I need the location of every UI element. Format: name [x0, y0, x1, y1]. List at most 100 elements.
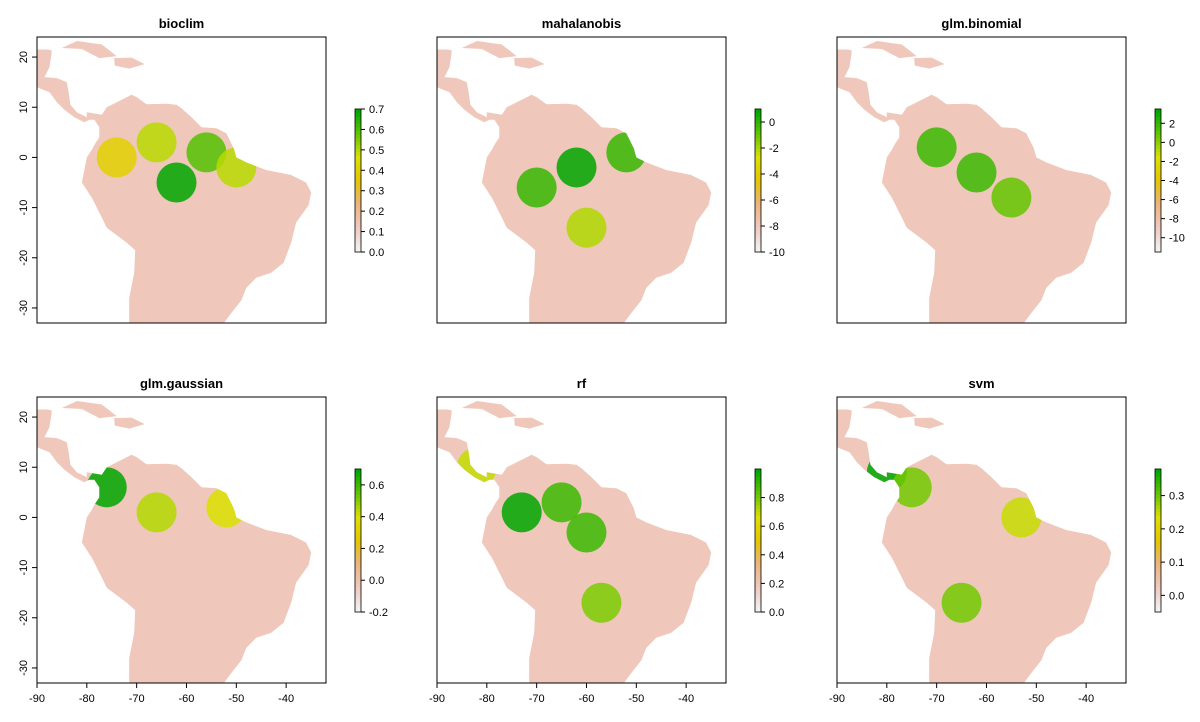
legend-swatch	[1155, 166, 1161, 171]
legend-swatch	[355, 148, 361, 153]
legend-swatch	[1155, 504, 1161, 509]
legend-swatch	[1155, 590, 1161, 595]
legend-swatch	[355, 209, 361, 214]
legend-swatch	[755, 494, 761, 498]
hotspot	[581, 582, 622, 623]
legend-swatch	[355, 526, 361, 531]
legend-tick-label: 0.0	[769, 607, 784, 619]
legend-swatch	[755, 526, 761, 531]
y-tick-label: 0	[18, 514, 30, 520]
legend-swatch	[355, 515, 361, 520]
legend-tick-label: -4	[769, 169, 779, 181]
panel-title: bioclim	[159, 16, 205, 31]
hotspot	[156, 162, 197, 203]
legend-swatch	[755, 558, 761, 563]
legend-swatch	[355, 166, 361, 171]
legend-frame	[754, 468, 762, 613]
legend-swatch	[1155, 144, 1161, 149]
legend-swatch	[1155, 490, 1161, 495]
legend-swatch	[1155, 155, 1161, 160]
legend-tick-label: 0.5	[369, 145, 384, 157]
x-tick-label: -60	[579, 693, 595, 705]
legend-swatch	[1155, 148, 1161, 153]
legend-swatch	[1155, 159, 1161, 164]
hotspot	[516, 167, 557, 208]
y-tick-label: 20	[18, 411, 30, 423]
legend-swatch	[755, 130, 761, 135]
plot-frame	[436, 36, 727, 324]
legend-swatch	[355, 469, 361, 473]
legend-swatch	[355, 130, 361, 135]
legend-swatch	[355, 576, 361, 581]
legend-swatch	[1155, 151, 1161, 156]
x-tick-label: -40	[1078, 693, 1094, 705]
legend-swatch	[355, 126, 361, 131]
legend-swatch	[755, 123, 761, 128]
legend-swatch	[355, 544, 361, 549]
legend-swatch	[355, 184, 361, 189]
legend-swatch	[1155, 558, 1161, 563]
legend-tick-label: 0.6	[369, 124, 384, 136]
legend-swatch	[755, 226, 761, 231]
hotspot	[501, 492, 542, 533]
legend-swatch	[355, 536, 361, 541]
legend-swatch	[755, 590, 761, 595]
legend-swatch	[755, 191, 761, 196]
legend-swatch	[355, 519, 361, 524]
hotspot	[556, 147, 597, 188]
legend-swatch	[355, 483, 361, 488]
legend-tick-label: 0.3	[369, 186, 384, 198]
legend-swatch	[1155, 544, 1161, 549]
legend-swatch	[1155, 209, 1161, 214]
hotspot	[136, 122, 177, 163]
legend-swatch	[355, 198, 361, 203]
legend-swatch	[355, 586, 361, 591]
legend-swatch	[355, 565, 361, 570]
legend-swatch	[1155, 601, 1161, 606]
legend-swatch	[1155, 579, 1161, 584]
legend-swatch	[1155, 554, 1161, 559]
legend-swatch	[1155, 134, 1161, 138]
legend-swatch	[355, 594, 361, 599]
y-tick-label: -20	[18, 250, 30, 266]
legend-tick-label: -8	[769, 221, 779, 233]
legend-swatch	[755, 219, 761, 224]
legend-swatch	[755, 234, 761, 239]
legend-swatch	[1155, 137, 1161, 142]
legend-swatch	[755, 490, 761, 495]
legend-swatch	[355, 191, 361, 196]
legend-swatch	[1155, 205, 1161, 210]
legend-swatch	[755, 198, 761, 203]
legend-swatch	[355, 248, 361, 253]
legend-tick-label: 0.0	[369, 247, 384, 259]
legend-swatch	[1155, 176, 1161, 181]
legend-swatch	[355, 561, 361, 566]
legend-swatch	[755, 504, 761, 509]
legend-tick-label: -8	[1169, 214, 1179, 226]
plot-frame	[436, 396, 727, 684]
x-tick-label: -90	[829, 693, 845, 705]
legend-swatch	[1155, 547, 1161, 552]
legend-swatch	[1155, 533, 1161, 538]
legend-swatch	[755, 472, 761, 477]
legend-swatch	[755, 572, 761, 577]
legend-swatch	[755, 579, 761, 584]
legend-swatch	[755, 515, 761, 520]
legend-frame	[354, 468, 362, 613]
legend-tick-label: 0.2	[1169, 524, 1184, 536]
hotspot	[891, 467, 932, 508]
hotspot	[216, 147, 257, 188]
legend-swatch	[755, 576, 761, 581]
legend-swatch	[755, 241, 761, 246]
legend-tick-label: 0.2	[369, 206, 384, 218]
legend-swatch	[755, 608, 761, 613]
legend-swatch	[1155, 194, 1161, 199]
legend-tick-label: -2	[1169, 156, 1179, 168]
x-tick-label: -90	[29, 693, 45, 705]
legend-swatch	[755, 519, 761, 524]
legend-swatch	[355, 134, 361, 138]
hotspot	[456, 447, 497, 488]
legend-swatch	[355, 176, 361, 181]
legend-tick-label: -0.2	[369, 607, 388, 619]
